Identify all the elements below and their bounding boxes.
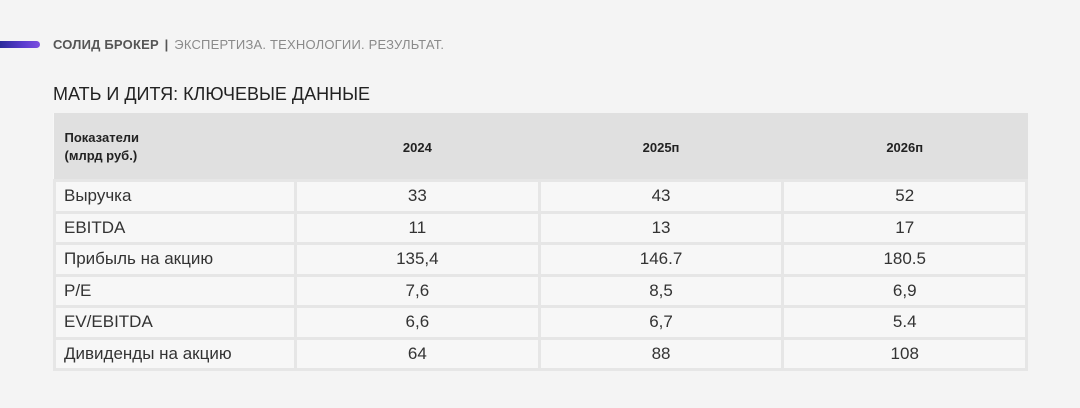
header-cell-year: 2025п: [538, 113, 784, 182]
table-cell: 43: [537, 179, 785, 214]
header-cell-year: 2026п: [781, 113, 1028, 182]
table-cell: 6,9: [781, 273, 1029, 308]
table-cell: 52: [781, 179, 1029, 214]
table-cell: 33: [294, 179, 541, 214]
table-cell: 180.5: [781, 242, 1029, 277]
table-cell: 135,4: [294, 242, 541, 277]
table-cell: 17: [781, 210, 1029, 245]
row-label: Дивиденды на акцию: [53, 336, 297, 371]
table-cell: 8,5: [537, 273, 785, 308]
table-cell: 108: [781, 336, 1029, 371]
row-label: EV/EBITDA: [53, 305, 297, 340]
table-row: Дивиденды на акцию 64 88 108: [53, 336, 1029, 371]
key-data-table: Показатели (млрд руб.) 2024 2025п 2026п …: [53, 113, 1029, 371]
table-cell: 7,6: [294, 273, 541, 308]
header-cell-indicators: Показатели (млрд руб.): [53, 113, 297, 182]
table-cell: 64: [294, 336, 541, 371]
table-row: P/E 7,6 8,5 6,9: [53, 273, 1029, 308]
table-row: Выручка 33 43 52: [53, 179, 1029, 214]
header-label-line1: Показатели: [64, 130, 140, 145]
table-header-row: Показатели (млрд руб.) 2024 2025п 2026п: [53, 113, 1028, 182]
row-label: Выручка: [53, 179, 297, 214]
table-cell: 6,7: [537, 305, 785, 340]
table-cell: 6,6: [294, 305, 541, 340]
header-cell-year: 2024: [294, 113, 541, 182]
header: СОЛИД БРОКЕР | ЭКСПЕРТИЗА. ТЕХНОЛОГИИ. Р…: [53, 37, 444, 52]
brand-name: СОЛИД БРОКЕР: [53, 37, 159, 52]
row-label: P/E: [53, 273, 297, 308]
table-row: EV/EBITDA 6,6 6,7 5.4: [53, 305, 1029, 340]
header-separator: |: [164, 37, 169, 52]
header-tagline: ЭКСПЕРТИЗА. ТЕХНОЛОГИИ. РЕЗУЛЬТАТ.: [174, 37, 445, 52]
table-cell: 13: [537, 210, 785, 245]
accent-bar: [0, 41, 40, 48]
table-cell: 146.7: [537, 242, 785, 277]
row-label: Прибыль на акцию: [53, 242, 297, 277]
page-title: МАТЬ И ДИТЯ: КЛЮЧЕВЫЕ ДАННЫЕ: [53, 84, 371, 104]
table-row: EBITDA 11 13 17: [53, 210, 1029, 245]
table-cell: 88: [537, 336, 785, 371]
table-cell: 11: [294, 210, 541, 245]
table-row: Прибыль на акцию 135,4 146.7 180.5: [53, 242, 1029, 277]
header-label-line2: (млрд руб.): [64, 148, 138, 163]
table-cell: 5.4: [781, 305, 1029, 340]
row-label: EBITDA: [53, 210, 297, 245]
